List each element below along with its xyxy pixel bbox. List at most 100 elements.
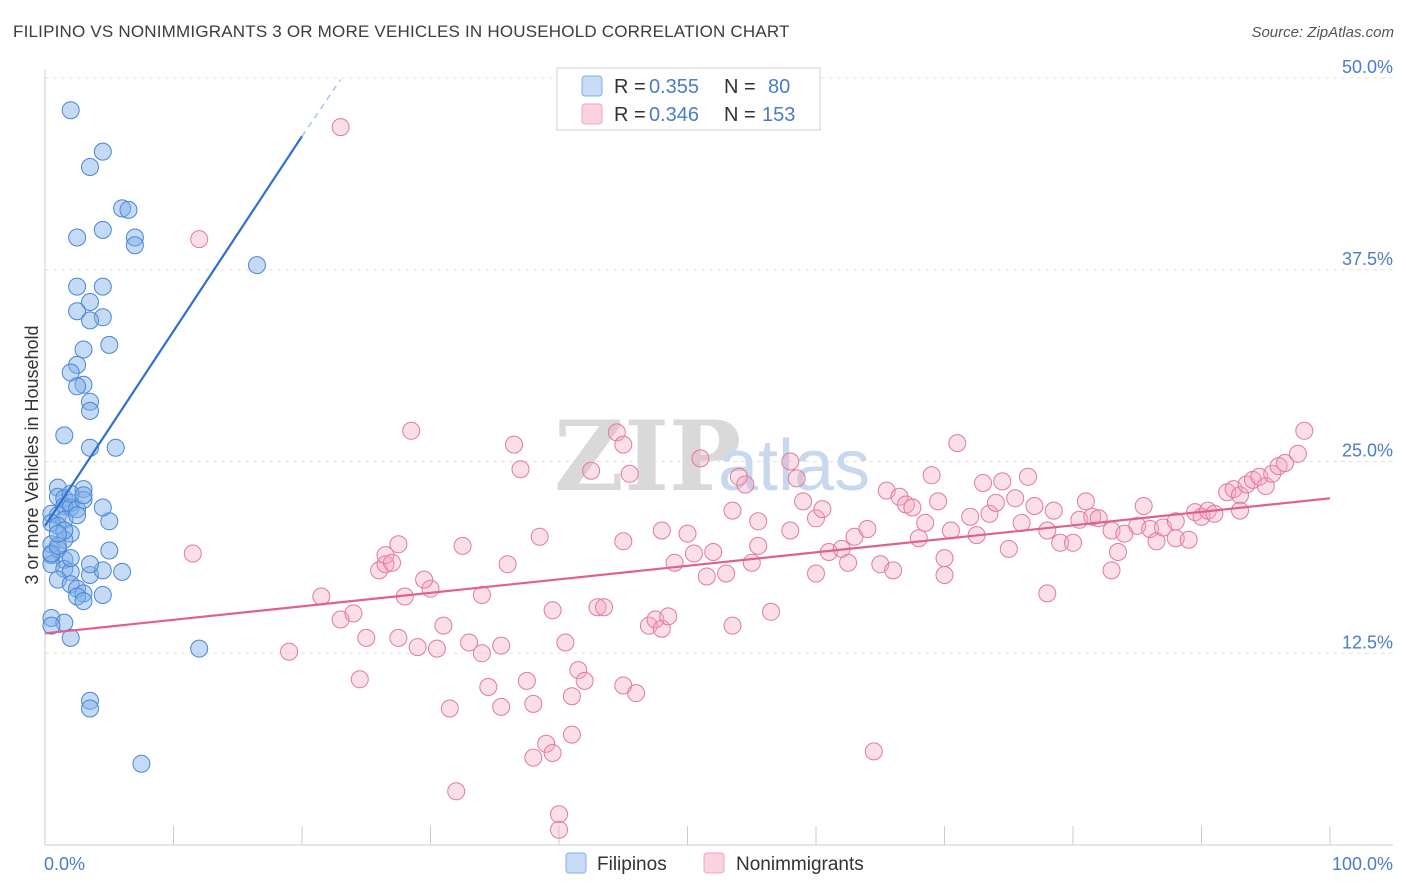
nonimmigrants-point — [993, 472, 1012, 491]
nonimmigrants-point — [415, 570, 434, 589]
nonimmigrants-point — [588, 598, 607, 617]
filipinos-point — [100, 335, 119, 354]
filipinos-point — [125, 228, 144, 247]
legend-swatch-filipinos — [581, 75, 603, 97]
nonimmigrants-point — [929, 492, 948, 511]
nonimmigrants-point — [1038, 584, 1057, 603]
filipinos-point — [93, 220, 112, 239]
nonimmigrants-point — [787, 469, 806, 488]
nonimmigrants-point — [1051, 533, 1070, 552]
legend-r-value-nonimmigrants: 0.346 — [649, 104, 699, 126]
nonimmigrants-point — [524, 694, 543, 713]
nonimmigrants-point — [1109, 543, 1127, 561]
trend-lines — [44, 79, 1331, 635]
nonimmigrants-point — [440, 699, 459, 718]
nonimmigrants-point — [524, 748, 543, 767]
filipinos-trend-extension — [301, 79, 342, 137]
nonimmigrants-point — [1166, 512, 1185, 531]
y-tick-label: 50.0% — [1342, 57, 1393, 77]
nonimmigrants-point — [762, 602, 780, 621]
legend-swatch-nonimmigrants — [581, 103, 603, 125]
nonimmigrants-point — [749, 536, 768, 555]
filipinos-point — [100, 541, 119, 560]
filipinos-point — [113, 562, 132, 581]
nonimmigrants-point — [948, 434, 967, 453]
nonimmigrants-point — [376, 555, 395, 574]
nonimmigrants-point — [794, 492, 813, 511]
filipinos-point — [93, 277, 112, 296]
nonimmigrants-point — [935, 566, 954, 584]
nonimmigrants-point — [1076, 492, 1095, 511]
nonimmigrants-point — [183, 544, 202, 563]
nonimmigrants-point — [781, 521, 800, 540]
nonimmigrants-point — [749, 512, 768, 531]
nonimmigrants-point — [1083, 507, 1102, 526]
nonimmigrants-point — [511, 460, 530, 479]
nonimmigrants-point — [1102, 561, 1121, 580]
nonimmigrants-point — [723, 501, 742, 520]
nonimmigrants-point — [492, 697, 511, 716]
nonimmigrants-point — [935, 549, 954, 568]
nonimmigrants-point — [864, 742, 883, 761]
nonimmigrants-point — [961, 507, 980, 526]
filipinos-point — [42, 544, 61, 563]
nonimmigrants-point — [736, 475, 755, 494]
filipinos-point — [74, 375, 93, 394]
filipinos-point — [81, 311, 99, 330]
nonimmigrants-point — [781, 452, 800, 471]
series-legend: Filipinos Nonimmigrants — [565, 852, 864, 875]
nonimmigrants-point — [922, 466, 941, 485]
gridlines — [45, 77, 1393, 654]
filipinos-point — [81, 691, 99, 710]
filipinos-point — [61, 549, 80, 568]
filipinos-point — [68, 277, 87, 296]
nonimmigrants-point — [620, 464, 639, 483]
nonimmigrants-point — [550, 805, 568, 824]
nonimmigrants-point — [813, 500, 832, 519]
nonimmigrants-point — [614, 435, 633, 454]
series-nonimmigrants-points — [183, 118, 1314, 839]
nonimmigrants-point — [614, 532, 633, 551]
filipinos-point — [55, 426, 74, 445]
nonimmigrants-point — [884, 561, 903, 580]
filipinos-point — [81, 392, 99, 411]
filipinos-point — [81, 555, 99, 574]
filipinos-point — [93, 142, 112, 161]
bottom-legend-swatch-nonimmigrants — [703, 852, 725, 874]
stats-legend: R = 0.355 N = 80 R = 0.346 N = 153 — [556, 67, 821, 131]
nonimmigrants-point — [460, 633, 479, 652]
filipinos-point — [93, 498, 112, 517]
nonimmigrants-point — [858, 520, 877, 538]
nonimmigrants-point — [312, 587, 331, 606]
nonimmigrants-point — [1012, 513, 1031, 532]
nonimmigrants-point — [1276, 454, 1294, 472]
filipinos-point — [68, 377, 87, 396]
nonimmigrants-point — [408, 638, 427, 657]
nonimmigrants-point — [1263, 464, 1282, 483]
nonimmigrants-point — [1134, 497, 1153, 515]
nonimmigrants-point — [537, 734, 556, 753]
filipinos-point — [68, 355, 87, 374]
nonimmigrants-point — [684, 544, 703, 563]
nonimmigrants-point — [1064, 533, 1082, 552]
filipinos-trend-line — [44, 135, 303, 527]
nonimmigrants-point — [691, 449, 710, 468]
nonimmigrants-point — [280, 642, 299, 661]
filipinos-point — [68, 302, 87, 321]
nonimmigrants-point — [350, 670, 369, 689]
nonimmigrants-point — [434, 616, 453, 635]
nonimmigrants-point — [717, 564, 736, 583]
nonimmigrants-point — [723, 616, 742, 635]
filipinos-point — [81, 401, 99, 420]
nonimmigrants-point — [697, 567, 716, 586]
nonimmigrants-point — [505, 435, 523, 454]
nonimmigrants-point — [190, 230, 209, 249]
nonimmigrants-point — [1205, 504, 1224, 523]
filipinos-point — [248, 256, 266, 275]
nonimmigrants-point — [1038, 521, 1057, 540]
source-label: Source: ZipAtlas.com — [1251, 24, 1394, 41]
filipinos-point — [119, 200, 138, 219]
nonimmigrants-point — [729, 467, 748, 486]
legend-n-value-filipinos: 80 — [768, 76, 790, 98]
nonimmigrants-point — [389, 628, 408, 647]
